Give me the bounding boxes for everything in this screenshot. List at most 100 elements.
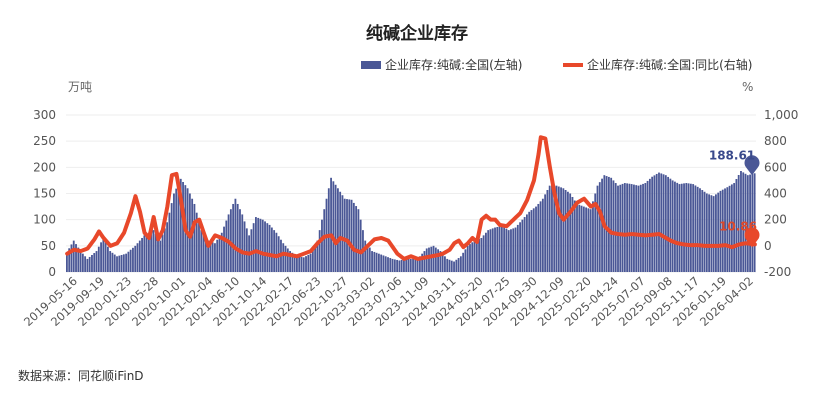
- inventory-bar: [409, 258, 412, 272]
- inventory-bar: [343, 198, 346, 272]
- inventory-bar: [480, 237, 483, 272]
- inventory-bar: [555, 185, 558, 272]
- left-axis-tick-label: 250: [33, 134, 56, 148]
- inventory-bar: [428, 247, 430, 272]
- inventory-bar: [587, 208, 590, 272]
- inventory-bar: [396, 259, 399, 272]
- left-axis-tick-label: 150: [33, 187, 56, 201]
- inventory-bar: [430, 246, 433, 272]
- inventory-bar: [218, 236, 221, 272]
- inventory-bar: [91, 254, 93, 272]
- inventory-bar: [209, 241, 212, 272]
- inventory-bar: [403, 259, 405, 272]
- inventory-bar: [316, 240, 319, 272]
- inventory-bar: [93, 253, 96, 272]
- inventory-bar: [125, 253, 128, 272]
- inventory-bar: [314, 244, 317, 272]
- inventory-bar: [683, 183, 685, 272]
- inventory-bar: [746, 175, 749, 272]
- inventory-bar: [578, 204, 581, 272]
- inventory-bar: [667, 176, 670, 272]
- inventory-bar: [612, 180, 615, 272]
- inventory-bar: [735, 179, 738, 272]
- inventory-bar: [193, 203, 196, 272]
- inventory-bar: [626, 183, 629, 272]
- inventory-bar: [357, 209, 360, 272]
- inventory-bar: [384, 256, 387, 272]
- legend-label-yoy: 企业库存:纯碱:全国:同比(右轴): [587, 57, 753, 72]
- left-axis-tick-label: 100: [33, 213, 56, 227]
- inventory-bar: [377, 253, 380, 272]
- inventory-bar: [744, 173, 747, 272]
- legend-swatch-yoy: [563, 63, 583, 67]
- inventory-bar: [173, 193, 175, 272]
- inventory-bar: [118, 255, 121, 272]
- inventory-bar: [598, 182, 601, 272]
- inventory-bar: [642, 183, 644, 272]
- inventory-bar: [660, 173, 663, 272]
- inventory-bar: [145, 234, 148, 272]
- inventory-bar: [100, 242, 102, 272]
- inventory-bar: [346, 199, 348, 272]
- inventory-bar: [102, 237, 105, 272]
- inventory-bar: [418, 256, 421, 272]
- inventory-bar: [425, 248, 428, 272]
- inventory-bar: [676, 182, 679, 272]
- right-axis-tick-label: 600: [764, 160, 787, 174]
- inventory-bar: [621, 183, 624, 272]
- inventory-bar: [120, 254, 123, 272]
- inventory-bar: [530, 210, 533, 272]
- inventory-bar: [674, 181, 676, 272]
- inventory-bar: [630, 184, 633, 272]
- inventory-bar: [77, 247, 80, 272]
- inventory-bar: [400, 259, 403, 272]
- inventory-bar: [473, 240, 476, 272]
- inventory-bar: [334, 184, 337, 272]
- inventory-bar: [412, 258, 414, 272]
- inventory-bar: [589, 209, 592, 272]
- inventory-bar: [113, 254, 116, 272]
- inventory-bar: [601, 178, 603, 272]
- inventory-bar: [341, 195, 344, 272]
- inventory-bar: [701, 190, 704, 272]
- inventory-bar: [655, 173, 658, 272]
- inventory-bar: [434, 247, 437, 272]
- inventory-bar: [628, 183, 631, 272]
- inventory-bar: [170, 203, 173, 272]
- inventory-bar: [664, 175, 667, 272]
- inventory-bar: [576, 203, 578, 272]
- inventory-bar: [371, 251, 373, 272]
- inventory-bar: [721, 189, 724, 272]
- inventory-bar: [457, 258, 460, 272]
- inventory-bar: [175, 188, 178, 272]
- inventory-bar: [560, 187, 562, 272]
- inventory-bar: [336, 188, 339, 272]
- inventory-bar: [692, 184, 695, 272]
- inventory-bar: [143, 235, 146, 272]
- inventory-bar: [519, 222, 521, 272]
- source-note: 数据来源：同花顺iFinD: [18, 368, 144, 383]
- inventory-bar: [541, 198, 544, 272]
- inventory-bar: [104, 242, 107, 272]
- inventory-bar: [81, 253, 84, 272]
- inventory-bar: [198, 221, 200, 272]
- inventory-bar: [496, 226, 499, 272]
- inventory-bar: [152, 230, 155, 272]
- inventory-bar: [614, 183, 617, 272]
- inventory-bar: [268, 224, 271, 272]
- inventory-bar: [648, 178, 651, 272]
- inventory-bar: [86, 258, 89, 272]
- inventory-bar: [455, 259, 458, 272]
- inventory-bar: [161, 234, 164, 272]
- inventory-bar: [339, 191, 342, 272]
- inventory-bar: [166, 222, 169, 272]
- inventory-bar: [633, 184, 635, 272]
- inventory-bar: [532, 208, 535, 272]
- inventory-bar: [382, 255, 385, 272]
- inventory-bar: [708, 194, 710, 272]
- inventory-bar: [264, 221, 266, 272]
- inventory-bar: [753, 173, 756, 272]
- inventory-bar: [751, 173, 754, 272]
- inventory-bar: [498, 226, 501, 272]
